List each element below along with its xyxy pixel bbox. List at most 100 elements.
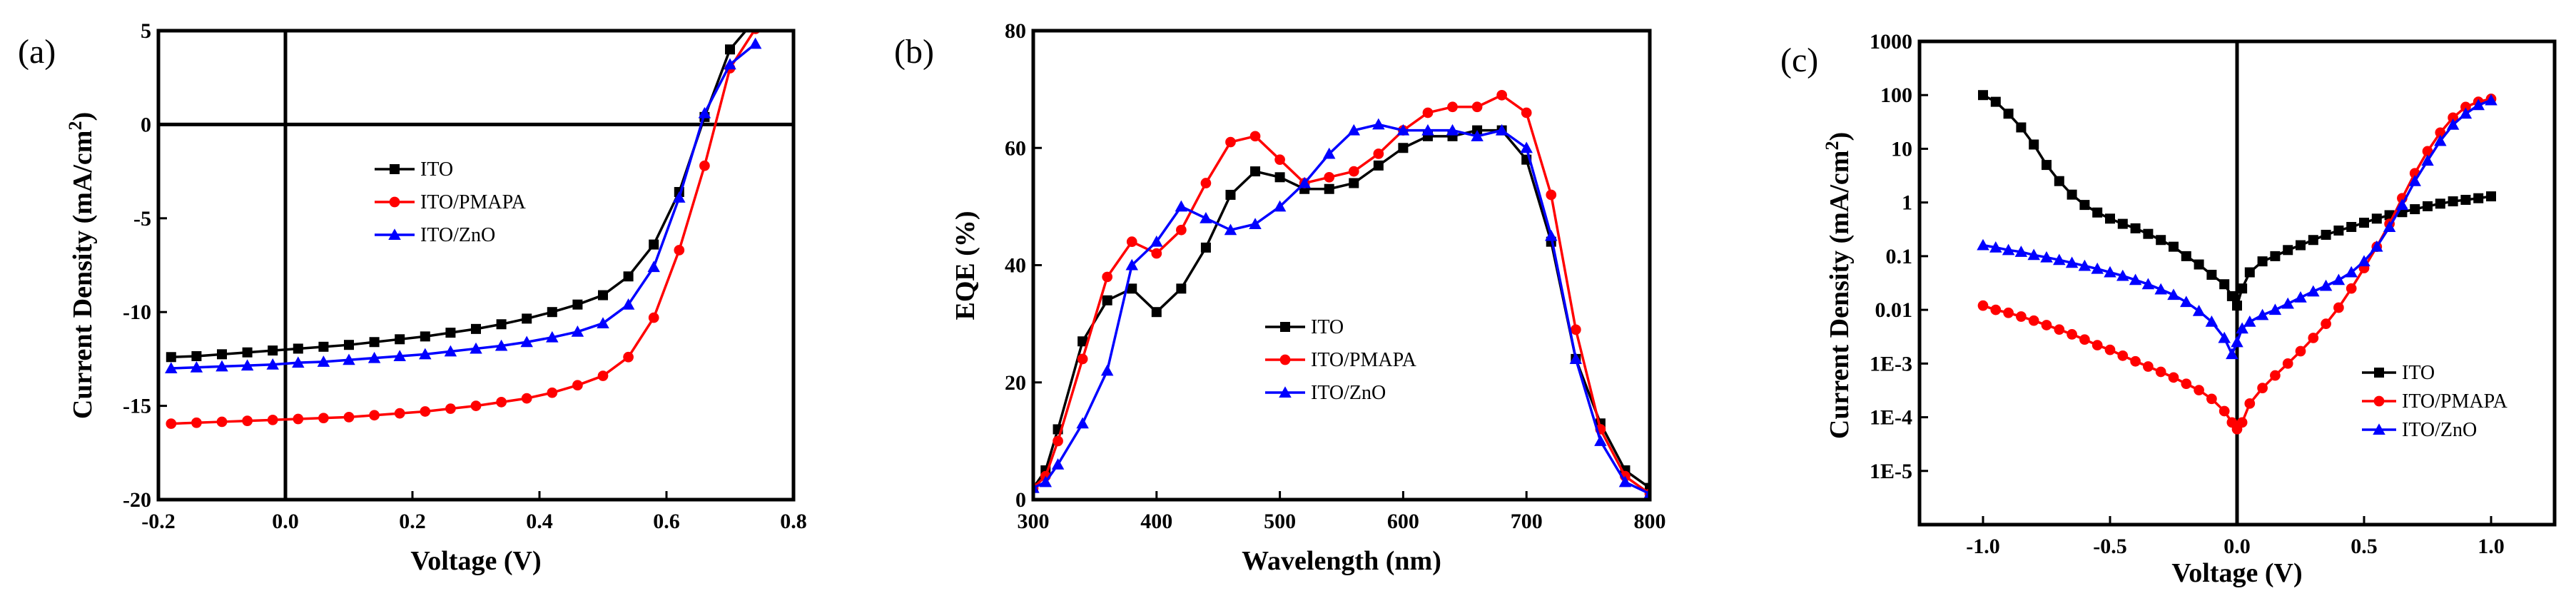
- data-point: [1250, 166, 1261, 177]
- data-point: [216, 416, 228, 428]
- data-point: [647, 261, 660, 273]
- panel-c-series: [1977, 90, 2498, 435]
- panel-c-x-tick-labels: -1.0 -0.5 0.0 0.5 1.0: [1966, 516, 2505, 558]
- data-point: [471, 323, 481, 334]
- data-point: [547, 387, 558, 398]
- data-point: [2345, 266, 2358, 278]
- y-tick-label: -10: [123, 300, 151, 324]
- data-point: [268, 345, 278, 356]
- data-point: [2232, 300, 2242, 311]
- data-point: [2332, 273, 2346, 286]
- panel-b-x-axis-label: Wavelength (nm): [1242, 546, 1441, 576]
- data-point: [2370, 240, 2383, 252]
- data-point: [2256, 308, 2269, 320]
- data-point: [2268, 303, 2282, 315]
- data-point: [2091, 340, 2103, 350]
- data-point: [266, 358, 279, 370]
- panel-b-y-tick-labels: 0 20 40 60 80: [1005, 19, 1042, 512]
- data-point: [317, 355, 330, 367]
- data-point: [344, 340, 354, 350]
- data-point: [2116, 269, 2129, 281]
- data-point: [1977, 238, 1989, 251]
- data-point: [2435, 127, 2446, 138]
- data-point: [2003, 307, 2014, 318]
- data-point: [2231, 335, 2243, 348]
- data-point: [165, 362, 178, 374]
- data-point: [2129, 273, 2142, 286]
- panel-a-legend: ITO ITO/PMAPA ITO/ZnO: [375, 158, 527, 246]
- data-point: [2446, 118, 2460, 130]
- data-point: [1373, 148, 1384, 159]
- data-point: [2104, 344, 2116, 355]
- data-point: [292, 356, 305, 368]
- series-ito-pmapa: [166, 31, 761, 429]
- data-point: [2270, 370, 2281, 381]
- data-point: [2244, 398, 2256, 409]
- data-point: [2333, 302, 2344, 313]
- data-point: [2181, 251, 2191, 261]
- data-point: [1102, 295, 1112, 305]
- legend-label: ITO: [2402, 362, 2435, 384]
- data-point: [444, 345, 457, 357]
- legend-marker: [388, 228, 401, 240]
- panel-c-legend: ITO ITO/PMAPA ITO/ZnO: [2362, 362, 2508, 441]
- data-point: [1053, 435, 1063, 447]
- panel-a-y-axis-label-sup: 2: [65, 121, 86, 131]
- data-point: [2308, 333, 2319, 343]
- data-point: [1546, 189, 1557, 201]
- data-point: [1274, 154, 1285, 166]
- data-point: [1495, 123, 1508, 136]
- data-point: [2155, 366, 2166, 378]
- data-point: [2237, 283, 2248, 294]
- data-point: [2283, 245, 2293, 256]
- x-tick-label: -0.5: [2093, 535, 2127, 558]
- legend-label: ITO/PMAPA: [2402, 390, 2508, 413]
- data-point: [521, 393, 532, 404]
- y-tick-label: 40: [1005, 254, 1026, 278]
- data-point: [2395, 198, 2409, 211]
- data-point: [2448, 112, 2458, 123]
- data-point: [1421, 123, 1434, 136]
- panel-b-plot-frame: [1031, 29, 1652, 502]
- legend-marker: [1279, 386, 1292, 398]
- panel-c-x-axis-label: Voltage (V): [2171, 558, 2302, 588]
- data-point: [2003, 108, 2014, 119]
- data-point: [2218, 405, 2230, 417]
- data-point: [419, 348, 432, 360]
- legend-marker: [2373, 423, 2385, 435]
- y-tick-label: 1E-5: [1870, 460, 1912, 483]
- legend-label: ITO: [420, 158, 453, 181]
- y-tick-label: -5: [133, 207, 151, 231]
- data-point: [2042, 160, 2052, 171]
- panel-a-label: (a): [18, 33, 56, 71]
- data-point: [1077, 336, 1088, 347]
- data-point: [2079, 334, 2090, 345]
- data-point: [2408, 174, 2421, 186]
- data-point: [2194, 385, 2204, 395]
- panel-c-label: (c): [1780, 41, 1818, 79]
- panel-c-dark-jv-log: (c) 1000 100 10 1 0.1 0.01 1E-3 1E-4 1E-5 -1.0 -0…: [1780, 30, 2557, 588]
- panel-a-y-tick-labels: 5 0 -5 -10 -15 -20: [123, 19, 167, 512]
- x-tick-label: 0.0: [272, 510, 299, 533]
- x-tick-label: 0.5: [2351, 535, 2378, 558]
- x-tick-label: 0.0: [2223, 535, 2251, 558]
- data-point: [470, 342, 482, 354]
- data-point: [597, 317, 609, 328]
- data-point: [2421, 154, 2434, 166]
- x-tick-label: 300: [1018, 510, 1050, 533]
- data-point: [318, 413, 329, 424]
- data-point: [1645, 483, 1650, 493]
- y-tick-label: 1E-4: [1870, 406, 1912, 430]
- data-point: [1322, 147, 1336, 159]
- series-ito-pmapa: [1977, 94, 2497, 435]
- data-point: [2321, 318, 2331, 329]
- legend-label: ITO/PMAPA: [420, 191, 527, 213]
- data-point: [2371, 213, 2382, 224]
- data-point: [293, 343, 303, 354]
- data-point: [1127, 283, 1137, 294]
- legend-label: ITO/ZnO: [2402, 419, 2477, 441]
- data-point: [2435, 198, 2445, 209]
- y-tick-label: 80: [1005, 19, 1026, 43]
- data-point: [1100, 364, 1114, 376]
- data-point: [2156, 235, 2166, 246]
